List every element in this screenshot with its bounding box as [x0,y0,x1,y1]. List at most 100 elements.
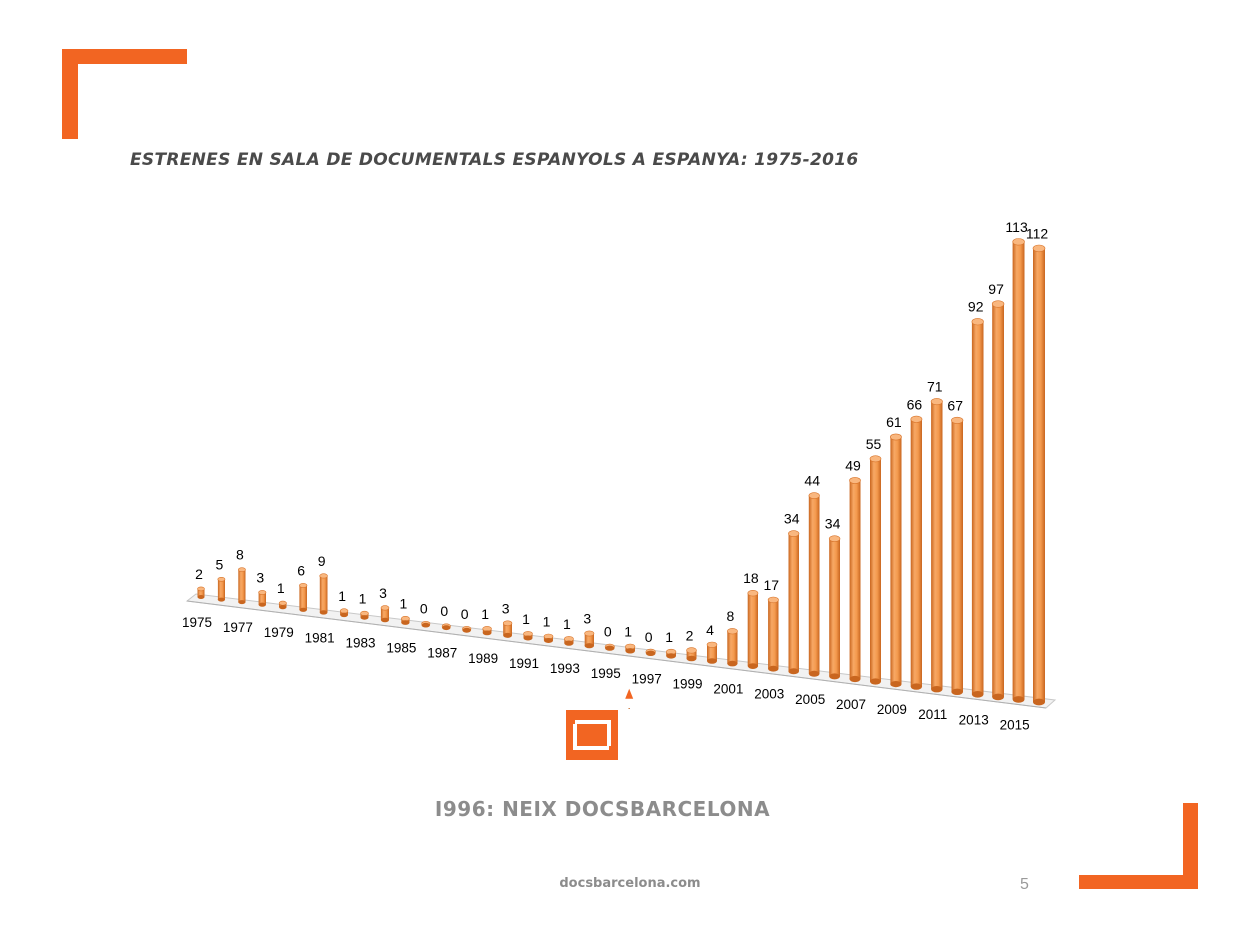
data-label-1996: 1 [624,624,632,640]
bar-body [686,650,697,659]
bar-base [788,668,799,675]
data-label-2010: 66 [907,396,923,412]
bar-1982 [339,608,349,618]
bar-top [951,416,964,424]
bar-1989 [482,626,492,636]
bar-1994 [584,630,595,649]
bar-base [727,660,738,667]
data-label-2003: 17 [764,577,780,593]
data-label-1986: 0 [420,601,428,617]
bar-body [829,538,840,677]
bar-top [869,455,882,463]
bar-top [828,535,841,543]
bar-base [747,663,759,669]
data-label-2013: 92 [968,299,984,315]
bar-top [1012,238,1025,246]
data-label-1993: 1 [563,616,571,632]
bar-body [299,585,307,610]
chart-floor [185,593,1057,709]
data-label-1984: 3 [379,585,387,601]
bar-1976 [217,576,226,602]
data-label-1995: 0 [604,624,612,640]
data-label-1987: 0 [440,603,448,619]
x-tick-1991: 1991 [509,656,539,671]
bar-base [1033,698,1045,706]
bar-2009 [890,433,902,688]
bar-base [381,617,389,623]
bar-top [584,630,595,637]
data-label-1982: 1 [338,588,346,604]
bar-base [808,670,820,677]
corner-bracket-top-left-h [62,49,187,64]
data-label-1981: 9 [318,553,326,569]
bar-body [971,321,984,695]
bar-body [747,593,758,667]
corner-bracket-bottom-right-h [1079,875,1198,889]
bar-body [503,623,512,636]
data-label-2014: 97 [988,281,1004,297]
bar-2012 [951,416,964,695]
data-label-2007: 49 [845,458,861,474]
bar-base [279,605,287,610]
bar-top [217,576,226,582]
bar-top [727,628,738,635]
bar-2014 [991,300,1005,701]
bar-body [707,644,717,661]
bar-body [319,575,328,613]
bar-body [768,599,779,669]
bar-base [625,648,635,654]
bar-top [706,641,718,648]
bar-base [707,658,717,664]
bar-1988 [462,626,472,633]
bar-2001 [727,628,738,667]
bar-top [319,573,328,579]
data-label-2004: 34 [784,511,800,527]
bar-top [258,590,267,595]
bar-top [237,567,246,573]
x-tick-1999: 1999 [672,677,702,692]
bar-top [1032,244,1046,253]
data-label-1998: 1 [665,629,673,645]
bar-base [992,693,1004,701]
bar-base [910,683,923,690]
bar-1991 [523,631,533,641]
bar-body [808,495,820,674]
data-label-2012: 67 [947,397,963,413]
bar-2006 [828,535,841,680]
bar-1981 [319,573,328,615]
bar-2000 [706,641,718,664]
bar-1985 [400,615,410,625]
bar-base [482,630,492,636]
bar-1995 [604,643,615,651]
data-label-2008: 55 [866,436,882,452]
bar-1998 [665,648,677,659]
bar-base [421,622,430,628]
data-label-2006: 34 [825,516,841,532]
data-label-2016: 112 [1026,225,1049,241]
data-label-1980: 6 [297,563,305,579]
bar-top [808,492,820,499]
bar-2003 [767,596,779,672]
data-label-1983: 1 [359,590,367,606]
bar-body [890,437,902,684]
bar-body [849,480,861,679]
bar-body [910,419,922,687]
bar-top [502,620,513,627]
x-tick-2007: 2007 [836,697,866,712]
x-tick-1979: 1979 [264,625,294,640]
bar-base [217,597,225,602]
data-label-1992: 1 [543,614,551,630]
bar-base [238,600,246,605]
x-tick-2015: 2015 [1000,717,1030,732]
bar-2007 [849,477,861,683]
bar-1979 [278,600,287,610]
bar-1987 [441,623,451,631]
x-tick-2005: 2005 [795,692,825,707]
bar-1986 [421,621,431,628]
data-label-2015: 113 [1005,219,1028,235]
bar-base [931,686,943,693]
bar-2002 [747,589,759,669]
data-label-1988: 0 [461,606,469,622]
bar-1978 [258,590,267,607]
